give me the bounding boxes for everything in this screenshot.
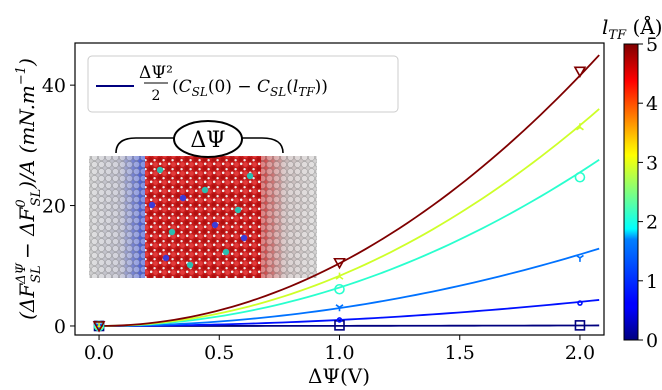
data-point-lTF-1	[335, 304, 344, 312]
x-tick-label: 0.0	[84, 342, 114, 364]
colorbar-gradient	[623, 43, 639, 341]
x-tick-label: 0.5	[204, 342, 234, 364]
data-markers	[92, 66, 587, 333]
colorbar-label: lTF (Å)	[602, 14, 662, 43]
ion	[179, 194, 187, 202]
data-point-lTF-3	[575, 123, 584, 131]
legend-box	[87, 55, 399, 113]
x-axis: 0.0 0.5 1.0 1.5 2.0	[84, 335, 595, 364]
fit-curves	[99, 54, 600, 327]
colorbar-ticks: 0 1 2 3 4 5	[638, 34, 658, 352]
legend-label: (CSL(0) − CSL(lTF))	[172, 77, 328, 99]
data-point-lTF-5	[92, 321, 106, 333]
colorbar-tick-label: 1	[646, 271, 658, 293]
x-tick-label: 1.5	[445, 342, 475, 364]
x-tick-label: 2.0	[565, 342, 595, 364]
inset-snapshot: ΔΨ	[89, 120, 317, 278]
fit-curve-lTF-3	[99, 108, 600, 327]
data-point-lTF-0	[334, 320, 345, 331]
data-point-lTF-0	[574, 320, 586, 331]
legend-fraction-num: ΔΨ²	[139, 63, 173, 83]
colorbar-tick-label: 0	[646, 330, 658, 352]
x-tick-label: 1.0	[324, 342, 354, 364]
ion	[240, 234, 248, 242]
data-point-lTF-2	[574, 171, 586, 183]
ion	[162, 254, 170, 262]
ion	[234, 206, 242, 214]
y-tick-label: 40	[42, 75, 66, 97]
colorbar-tick-label: 3	[646, 152, 658, 174]
colorbar-tick-label: 5	[646, 34, 658, 56]
legend: ΔΨ² 2 (CSL(0) − CSL(lTF))	[87, 55, 399, 113]
ion	[168, 228, 176, 236]
electrolyte	[145, 156, 261, 278]
x-axis-label: ΔΨ(V)	[308, 364, 370, 388]
y-tick-label: 0	[54, 316, 66, 338]
fit-curve-lTF-2	[99, 159, 600, 327]
ion	[246, 172, 254, 180]
ion	[148, 201, 156, 209]
data-point-lTF-0.5	[336, 317, 343, 323]
ions	[148, 166, 254, 269]
ion	[222, 248, 230, 256]
ion	[211, 221, 219, 229]
data-point-lTF-3	[335, 272, 344, 280]
data-point-lTF-2	[334, 283, 345, 295]
ion	[186, 261, 194, 269]
potential-brace	[115, 137, 284, 154]
fit-curve-lTF-5	[99, 54, 600, 327]
ion	[201, 186, 209, 194]
colorbar-tick-label: 2	[646, 212, 658, 234]
potential-label-bubble	[173, 120, 243, 158]
colorbar-tick-label: 4	[646, 93, 658, 115]
ion	[156, 166, 164, 174]
fit-curve-lTF-0.5	[99, 299, 600, 327]
potential-label: ΔΨ	[190, 128, 225, 153]
data-point-lTF-0.5	[577, 300, 583, 306]
y-tick-label: 20	[42, 196, 66, 218]
data-point-lTF-5	[573, 66, 587, 78]
data-point-lTF-5	[333, 257, 346, 270]
legend-fraction-den: 2	[152, 88, 161, 104]
data-point-lTF-1	[575, 254, 584, 262]
y-axis: 0 20 40	[42, 75, 75, 338]
fit-curve-lTF-1	[99, 247, 600, 327]
colorbar: 0 1 2 3 4 5 lTF (Å)	[602, 14, 662, 352]
y-axis-label: (ΔFΔΨSL − ΔF0SL)/A (mN.m−1)	[14, 58, 44, 320]
